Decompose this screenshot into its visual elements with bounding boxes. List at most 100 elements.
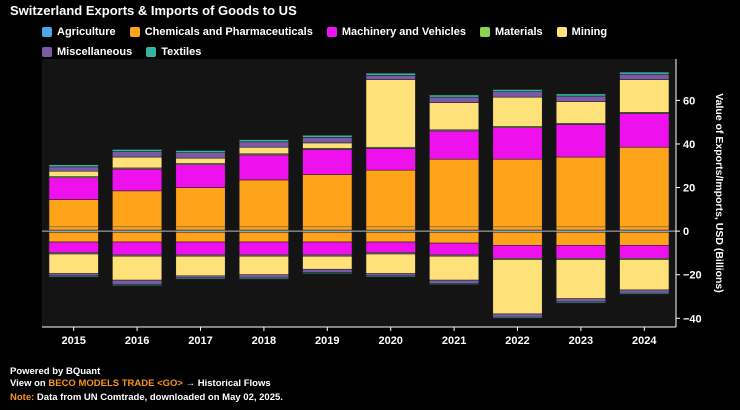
bar-export-machinery-and-vehicles-2015 [48,177,99,200]
legend-item-miscellaneous[interactable]: Miscellaneous [42,46,132,58]
bar-export-textiles-2020 [365,72,416,76]
view-suffix: → Historical Flows [185,378,271,389]
bar-import-machinery-and-vehicles-2021 [429,242,480,256]
bar-import-mining-2024 [619,259,670,291]
bar-import-machinery-and-vehicles-2016 [112,241,163,256]
legend-item-machinery[interactable]: Machinery and Vehicles [326,26,466,38]
chart-title: Switzerland Exports & Imports of Goods t… [10,3,297,18]
x-tick-label-2016: 2016 [125,335,149,347]
bar-import-mining-2015 [48,253,99,274]
bar-import-miscellaneous-2024 [619,289,670,294]
legend-item-materials[interactable]: Materials [479,26,543,38]
bar-export-textiles-2016 [112,149,163,152]
bar-import-chemicals-and-pharmaceuticals-2019 [302,231,353,243]
bar-export-machinery-and-vehicles-2016 [112,168,163,192]
legend-item-chemicals[interactable]: Chemicals and Pharmaceuticals [129,26,313,38]
bar-export-miscellaneous-2016 [112,151,163,158]
bar-import-miscellaneous-2020 [365,273,416,277]
y-axis-label: Value of Exports/Imports, USD (Billions) [713,93,725,293]
bar-import-textiles-2017 [175,277,226,280]
bar-export-miscellaneous-2024 [619,73,670,80]
bar-export-miscellaneous-2023 [555,95,606,102]
bar-import-chemicals-and-pharmaceuticals-2018 [238,231,289,243]
bar-import-textiles-2019 [302,272,353,274]
legend-label-mining: Mining [571,26,608,38]
bar-export-chemicals-and-pharmaceuticals-2017 [175,187,226,231]
bar-export-miscellaneous-2020 [365,75,416,80]
legend-swatch-agriculture [42,27,52,37]
y-tick-label--40: −40 [683,313,702,325]
bar-import-machinery-and-vehicles-2019 [302,241,353,256]
x-tick-label-2022: 2022 [505,335,529,347]
note-label: Note: [10,392,35,403]
bar-export-machinery-and-vehicles-2021 [429,130,480,160]
bar-export-mining-2019 [302,142,353,149]
bar-export-textiles-2018 [238,139,289,143]
x-tick-label-2015: 2015 [61,335,85,347]
bar-import-miscellaneous-2022 [492,313,543,318]
legend-row-2: Miscellaneous Textiles [42,42,682,62]
bar-import-chemicals-and-pharmaceuticals-2024 [619,231,670,246]
bar-export-miscellaneous-2022 [492,91,543,98]
legend-row-1: Agriculture Chemicals and Pharmaceutical… [42,22,682,42]
bar-import-miscellaneous-2017 [175,275,226,279]
bar-export-machinery-and-vehicles-2020 [365,148,416,171]
bar-import-miscellaneous-2015 [48,273,99,277]
bar-import-textiles-2018 [238,277,289,280]
bar-export-chemicals-and-pharmaceuticals-2019 [302,174,353,231]
bar-import-mining-2017 [175,255,226,277]
x-tick-label-2017: 2017 [188,335,212,347]
bar-import-chemicals-and-pharmaceuticals-2023 [555,231,606,246]
bar-import-miscellaneous-2021 [429,279,480,284]
bar-import-machinery-and-vehicles-2024 [619,244,670,259]
legend-item-mining[interactable]: Mining [556,26,608,38]
legend-label-machinery: Machinery and Vehicles [341,26,466,38]
bar-export-miscellaneous-2019 [302,137,353,144]
y-tick-label-60: 60 [683,95,695,107]
bar-import-mining-2021 [429,255,480,281]
x-tick-label-2021: 2021 [442,335,466,347]
bar-export-textiles-2019 [302,134,353,138]
bar-import-textiles-2023 [555,301,606,304]
bar-import-mining-2020 [365,253,416,274]
bar-import-textiles-2024 [619,292,670,295]
bar-export-textiles-2017 [175,150,226,153]
x-tick-label-2019: 2019 [315,335,339,347]
bar-export-miscellaneous-2015 [48,166,99,172]
bar-export-miscellaneous-2018 [238,141,289,148]
x-tick-label-2018: 2018 [252,335,276,347]
bar-export-mining-2015 [48,170,99,177]
footer-view-on: View on BECO MODELS TRADE <GO> → Histori… [10,378,271,389]
bar-import-textiles-2020 [365,275,416,278]
legend-label-miscellaneous: Miscellaneous [57,46,133,58]
legend-swatch-machinery [326,27,337,37]
powered-by-text: Powered by BQuant [10,366,101,377]
bar-import-miscellaneous-2018 [238,274,289,279]
bar-export-mining-2021 [429,102,480,131]
footer-note: Note: Data from UN Comtrade, downloaded … [10,392,283,403]
legend-item-agriculture[interactable]: Agriculture [42,26,116,38]
bar-import-textiles-2021 [429,283,480,285]
bar-export-machinery-and-vehicles-2019 [302,149,353,175]
bar-import-miscellaneous-2023 [555,298,606,303]
footer-powered-by: Powered by BQuant [10,366,100,377]
bar-import-mining-2022 [492,259,543,315]
chart-legend: Agriculture Chemicals and Pharmaceutical… [42,22,682,62]
bar-export-textiles-2023 [555,93,606,97]
bar-export-textiles-2015 [48,164,99,168]
y-tick-label-40: 40 [683,139,695,151]
bar-import-mining-2019 [302,255,353,270]
view-link[interactable]: BECO MODELS TRADE <GO> [48,378,183,389]
x-tick-label-2024: 2024 [632,335,657,347]
legend-item-textiles[interactable]: Textiles [146,46,201,58]
bar-import-mining-2016 [112,255,163,281]
bar-export-machinery-and-vehicles-2023 [555,124,606,158]
bar-export-mining-2024 [619,79,670,113]
y-tick-label-20: 20 [683,183,695,195]
bar-export-mining-2016 [112,156,163,169]
bar-export-chemicals-and-pharmaceuticals-2015 [48,199,99,231]
bar-export-machinery-and-vehicles-2018 [238,154,289,181]
bar-import-chemicals-and-pharmaceuticals-2021 [429,231,480,244]
bar-import-textiles-2022 [492,316,543,319]
bar-export-machinery-and-vehicles-2017 [175,164,226,188]
